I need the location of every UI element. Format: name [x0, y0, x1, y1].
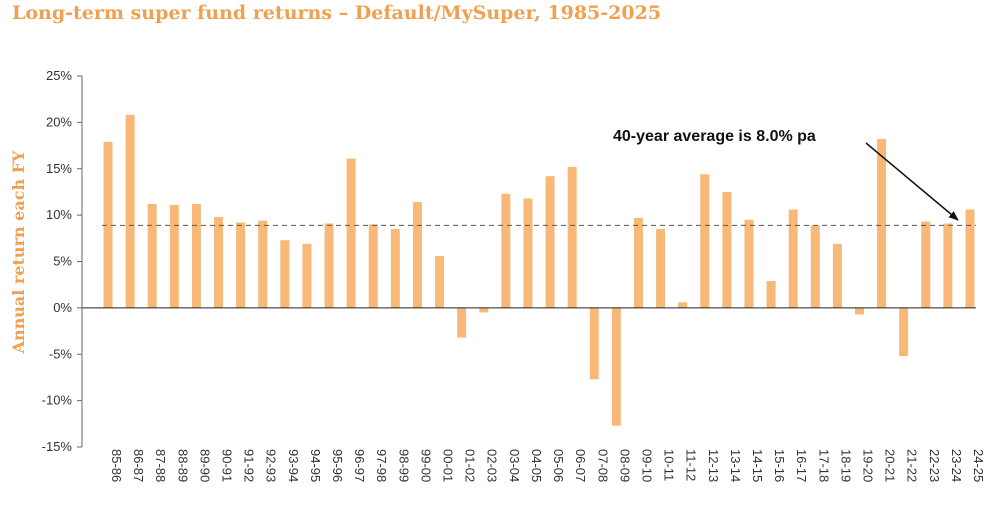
bar-03-04: [501, 193, 511, 308]
x-axis-ticks: 85-86 86-87 87-88 88-89 89-90 90-91 91-92 92-93…: [109, 449, 986, 482]
bar-18-19: [832, 243, 842, 308]
y-tick-label: 5%: [53, 254, 72, 269]
x-tick-label: 11-12: [684, 449, 699, 481]
x-tick-label: 01-02: [463, 449, 478, 482]
bar-92-93: [258, 220, 268, 308]
x-tick-label: 88-89: [175, 449, 190, 482]
bar-05-06: [545, 176, 555, 308]
y-tick-label: -15%: [42, 439, 73, 454]
y-tick-label: 20%: [46, 114, 72, 129]
y-axis-label: Annual return each FY: [9, 150, 28, 354]
x-tick-label: 92-93: [264, 449, 279, 482]
chart-title: Long-term super fund returns – Default/M…: [12, 2, 662, 24]
x-tick-label: 14-15: [750, 449, 765, 482]
x-tick-label: 09-10: [639, 449, 654, 482]
y-tick-label: -5%: [49, 346, 73, 361]
bar-24-25: [965, 209, 975, 308]
bar-12-13: [700, 174, 710, 308]
x-tick-label: 97-98: [374, 449, 389, 482]
x-tick-label: 06-07: [573, 449, 588, 482]
x-tick-label: 87-88: [153, 449, 168, 482]
bar-89-90: [191, 203, 201, 308]
bar-22-23: [921, 221, 931, 308]
y-tick-label: -10%: [42, 393, 73, 408]
annotation-arrow: [865, 142, 959, 221]
bar-88-89: [169, 204, 179, 308]
bar-10-11: [656, 229, 666, 308]
bar-16-17: [788, 209, 798, 308]
x-tick-label: 17-18: [816, 449, 831, 482]
x-tick-label: 90-91: [220, 449, 235, 482]
bar-85-86: [103, 141, 113, 308]
x-tick-label: 23-24: [949, 449, 964, 482]
x-tick-label: 07-08: [595, 449, 610, 482]
x-tick-label: 21-22: [905, 449, 920, 482]
bars-group: [103, 114, 975, 426]
bar-08-09: [611, 307, 621, 426]
x-tick-label: 20-21: [883, 449, 898, 482]
bar-97-98: [368, 224, 378, 308]
x-tick-label: 89-90: [197, 449, 212, 482]
bar-02-03: [479, 307, 489, 313]
x-tick-label: 00-01: [441, 449, 456, 482]
x-tick-label: 93-94: [286, 449, 301, 482]
y-axis-ticks: 25% 20% 15% 10% 5% 0% -5% -10% -15%: [42, 68, 82, 454]
x-tick-label: 12-13: [706, 449, 721, 482]
average-annotation: 40-year average is 8.0% pa: [613, 128, 816, 145]
y-tick-label: 10%: [46, 207, 72, 222]
bar-07-08: [589, 307, 599, 380]
y-tick-label: 15%: [46, 161, 72, 176]
x-tick-label: 04-05: [529, 449, 544, 482]
bar-96-97: [346, 158, 356, 308]
bar-17-18: [810, 225, 820, 308]
x-tick-label: 22-23: [927, 449, 942, 482]
bar-09-10: [633, 217, 643, 308]
y-tick-label: 0%: [53, 300, 72, 315]
bar-13-14: [722, 191, 732, 308]
x-tick-label: 95-96: [330, 449, 345, 482]
x-tick-label: 15-16: [772, 449, 787, 482]
bar-95-96: [324, 223, 334, 308]
x-tick-label: 08-09: [617, 449, 632, 482]
x-tick-label: 13-14: [728, 449, 743, 482]
x-tick-label: 10-11: [662, 449, 677, 481]
bar-86-87: [125, 114, 135, 308]
bar-04-05: [523, 198, 533, 308]
x-tick-label: 02-03: [485, 449, 500, 482]
x-tick-label: 98-99: [396, 449, 411, 482]
x-tick-label: 94-95: [308, 449, 323, 482]
x-tick-label: 86-87: [131, 449, 146, 482]
x-tick-label: 16-17: [794, 449, 809, 482]
x-tick-label: 05-06: [551, 449, 566, 482]
bar-20-21: [877, 139, 887, 308]
bar-21-22: [899, 307, 909, 357]
bar-87-88: [147, 203, 157, 308]
y-tick-label: 25%: [46, 68, 72, 83]
x-tick-label: 18-19: [838, 449, 853, 482]
bar-19-20: [854, 307, 864, 315]
bar-14-15: [744, 219, 754, 308]
x-tick-label: 03-04: [507, 449, 522, 482]
bar-01-02: [457, 307, 467, 338]
bar-11-12: [678, 302, 688, 308]
bar-91-92: [236, 222, 246, 308]
bar-15-16: [766, 280, 776, 308]
bar-93-94: [280, 240, 290, 308]
bar-98-99: [390, 229, 400, 308]
bar-99-00: [412, 202, 422, 308]
bar-94-95: [302, 243, 312, 308]
bar-06-07: [567, 166, 577, 308]
x-tick-label: 96-97: [352, 449, 367, 482]
x-tick-label: 24-25: [971, 449, 986, 482]
bar-23-24: [943, 223, 953, 308]
x-tick-label: 19-20: [860, 449, 875, 482]
bar-90-91: [214, 216, 224, 308]
x-tick-label: 91-92: [242, 449, 257, 482]
x-tick-label: 85-86: [109, 449, 124, 482]
x-tick-label: 99-00: [418, 449, 433, 482]
bar-00-01: [435, 255, 445, 308]
